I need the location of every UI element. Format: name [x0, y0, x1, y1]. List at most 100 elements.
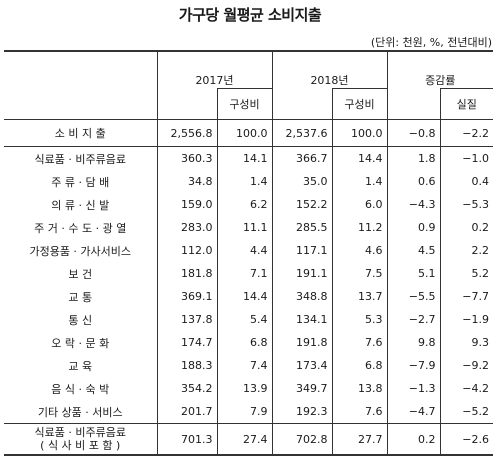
- v2018-cell: 134.1: [271, 308, 332, 331]
- v2017-cell: 201.7: [156, 400, 217, 424]
- category-cell: 소 비 지 출: [4, 119, 157, 147]
- s2017-cell: 4.4: [216, 239, 272, 262]
- s2017-cell: 1.4: [216, 170, 272, 193]
- s2018-cell: 4.6: [331, 239, 387, 262]
- v2018-cell: 117.1: [271, 239, 332, 262]
- v2018-cell: 35.0: [271, 170, 332, 193]
- real-cell: −1.0: [439, 146, 493, 170]
- table-row: 식료품 · 비주류음료 360.3 14.1 366.7 14.4 1.8 −1.0: [4, 146, 493, 170]
- chg-cell: −1.3: [386, 377, 440, 400]
- v2018-cell: 349.7: [271, 377, 332, 400]
- category-cell: 주 거 · 수 도 · 광 열: [34, 221, 127, 235]
- real-cell: 9.3: [439, 331, 493, 354]
- s2018-cell: 11.2: [331, 216, 387, 239]
- v2018-cell: 191.8: [271, 331, 332, 354]
- real-cell: 0.2: [439, 216, 493, 239]
- category-cell: 통 신: [68, 313, 93, 327]
- v2018-cell: 348.8: [271, 285, 332, 308]
- chg-cell: 0.9: [386, 216, 440, 239]
- v2017-cell: 188.3: [156, 354, 217, 377]
- category-cell: 식료품 · 비주류음료( 식 사 비 포 함 ): [4, 423, 157, 456]
- header-row-sub: 구성비 구성비 실질: [4, 88, 493, 120]
- chg-cell: 9.8: [386, 331, 440, 354]
- s2018-cell: 7.5: [331, 262, 387, 285]
- chg-cell: −5.5: [386, 285, 440, 308]
- real-cell: −2.2: [439, 119, 493, 147]
- table-row: 의 류 · 신 발 159.0 6.2 152.2 6.0 −4.3 −5.3: [4, 193, 493, 216]
- s2018-cell: 14.4: [331, 146, 387, 170]
- category-cell: 기타 상품 · 서비스: [4, 400, 157, 424]
- v2018-cell: 173.4: [271, 354, 332, 377]
- real-cell: −5.3: [439, 193, 493, 216]
- v2018-cell: 192.3: [271, 400, 332, 424]
- v2018-cell: 152.2: [271, 193, 332, 216]
- chg-cell: 1.8: [386, 146, 440, 170]
- chg-cell: −2.7: [386, 308, 440, 331]
- chg-cell: −4.7: [386, 400, 440, 424]
- s2018-cell: 6.8: [331, 354, 387, 377]
- table-row: 교 통 369.1 14.4 348.8 13.7 −5.5 −7.7: [4, 285, 493, 308]
- s2017-cell: 7.1: [216, 262, 272, 285]
- table-row: 보 건 181.8 7.1 191.1 7.5 5.1 5.2: [4, 262, 493, 285]
- category-line-1: 식료품 · 비주류음료: [34, 426, 126, 439]
- s2017-cell: 13.9: [216, 377, 272, 400]
- chg-cell: 5.1: [386, 262, 440, 285]
- table-row: 교 육 188.3 7.4 173.4 6.8 −7.9 −9.2: [4, 354, 493, 377]
- chg-cell: 4.5: [386, 239, 440, 262]
- v2017-cell: 369.1: [156, 285, 217, 308]
- header-2017: 2017년: [156, 50, 272, 89]
- chg-cell: 0.6: [386, 170, 440, 193]
- real-cell: 5.2: [439, 262, 493, 285]
- s2018-cell: 6.0: [331, 193, 387, 216]
- real-cell: 2.2: [439, 239, 493, 262]
- table-row: 기타 상품 · 서비스 201.7 7.9 192.3 7.6 −4.7 −5.2: [4, 400, 493, 424]
- table-row-total: 소 비 지 출 2,556.8 100.0 2,537.6 100.0 −0.8 −2.2: [4, 119, 493, 147]
- v2017-cell: 2,556.8: [156, 119, 217, 147]
- unit-note: (단위: 천원, %, 전년대비): [370, 36, 492, 49]
- v2017-cell: 159.0: [156, 193, 217, 216]
- s2017-cell: 100.0: [216, 119, 272, 147]
- category-cell: 오 락 · 문 화: [51, 336, 110, 350]
- chg-cell: −4.3: [386, 193, 440, 216]
- real-cell: −9.2: [439, 354, 493, 377]
- v2017-cell: 174.7: [156, 331, 217, 354]
- chg-cell: −7.9: [386, 354, 440, 377]
- v2018-cell: 191.1: [271, 262, 332, 285]
- real-cell: −5.2: [439, 400, 493, 424]
- s2018-cell: 13.7: [331, 285, 387, 308]
- category-cell: 음 식 · 숙 박: [51, 382, 110, 396]
- v2017-cell: 112.0: [156, 239, 217, 262]
- category-cell: 의 류 · 신 발: [51, 198, 110, 212]
- s2017-cell: 6.2: [216, 193, 272, 216]
- v2017-cell: 701.3: [156, 423, 217, 456]
- v2017-cell: 354.2: [156, 377, 217, 400]
- real-cell: −7.7: [439, 285, 493, 308]
- header-2018: 2018년: [271, 50, 387, 89]
- category-cell: 주 류 · 담 배: [51, 175, 110, 189]
- s2018-cell: 5.3: [331, 308, 387, 331]
- page-title: 가구당 월평균 소비지출: [178, 6, 322, 24]
- s2018-cell: 7.6: [331, 331, 387, 354]
- v2018-cell: 285.5: [271, 216, 332, 239]
- v2017-cell: 34.8: [156, 170, 217, 193]
- s2017-cell: 7.4: [216, 354, 272, 377]
- category-line-2: ( 식 사 비 포 함 ): [40, 439, 121, 452]
- s2018-cell: 1.4: [331, 170, 387, 193]
- s2017-cell: 14.1: [216, 146, 272, 170]
- v2017-cell: 283.0: [156, 216, 217, 239]
- header-row-years: 2017년 2018년 증감률: [4, 50, 493, 89]
- v2017-cell: 137.8: [156, 308, 217, 331]
- v2017-cell: 360.3: [156, 146, 217, 170]
- s2017-cell: 7.9: [216, 400, 272, 424]
- category-cell: 보 건: [68, 267, 93, 281]
- real-cell: 0.4: [439, 170, 493, 193]
- header-real: 실질: [439, 88, 493, 120]
- s2017-cell: 14.4: [216, 285, 272, 308]
- v2018-cell: 702.8: [271, 423, 332, 456]
- header-change: 증감률: [386, 50, 493, 89]
- table-row: 음 식 · 숙 박 354.2 13.9 349.7 13.8 −1.3 −4.2: [4, 377, 493, 400]
- table-row: 가정용품 · 가사서비스 112.0 4.4 117.1 4.6 4.5 2.2: [4, 239, 493, 262]
- s2017-cell: 11.1: [216, 216, 272, 239]
- category-cell: 가정용품 · 가사서비스: [29, 244, 132, 258]
- v2018-cell: 366.7: [271, 146, 332, 170]
